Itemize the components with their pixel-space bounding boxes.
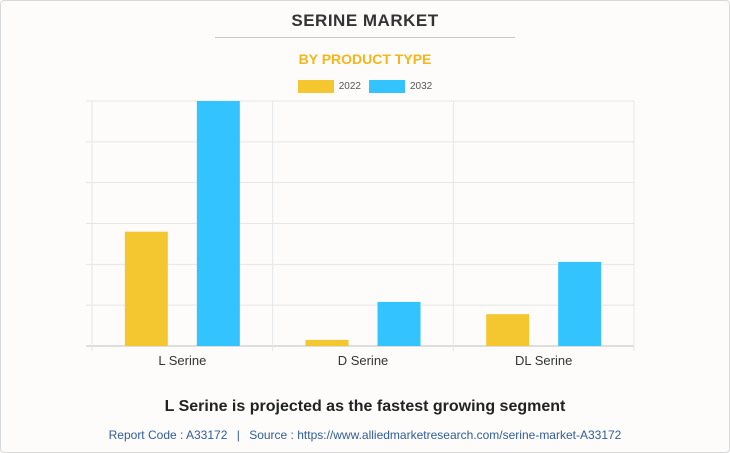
x-tick-label: L Serine <box>158 353 206 368</box>
legend-label-2032: 2032 <box>410 81 433 92</box>
bar-2022-dl-serine <box>486 314 530 346</box>
legend-label-2022: 2022 <box>338 81 361 92</box>
chart-title: SERINE MARKET <box>291 11 439 30</box>
legend: 2022 2032 <box>0 80 730 93</box>
title-divider <box>215 37 515 38</box>
source-link[interactable]: Source : https://www.alliedmarketresearc… <box>249 428 622 442</box>
headline-text: L Serine is projected as the fastest gro… <box>164 398 566 415</box>
x-tick-label: DL Serine <box>515 353 572 368</box>
chart-subtitle: BY PRODUCT TYPE <box>298 51 432 67</box>
footer: Report Code : A33172 | Source : https://… <box>0 428 730 442</box>
x-tick-label: D Serine <box>338 353 389 368</box>
bar-2032-l-serine <box>196 101 240 346</box>
report-code: Report Code : A33172 <box>108 428 228 442</box>
legend-swatch-2032 <box>369 80 405 93</box>
bar-2032-dl-serine <box>558 261 602 346</box>
legend-item-2032: 2032 <box>369 80 432 93</box>
bar-2032-d-serine <box>377 301 421 346</box>
bar-2022-l-serine <box>124 231 168 346</box>
bar-2022-d-serine <box>305 339 349 346</box>
legend-item-2022: 2022 <box>297 80 361 93</box>
legend-swatch-2022 <box>297 80 334 93</box>
footer-separator: | <box>236 428 240 442</box>
